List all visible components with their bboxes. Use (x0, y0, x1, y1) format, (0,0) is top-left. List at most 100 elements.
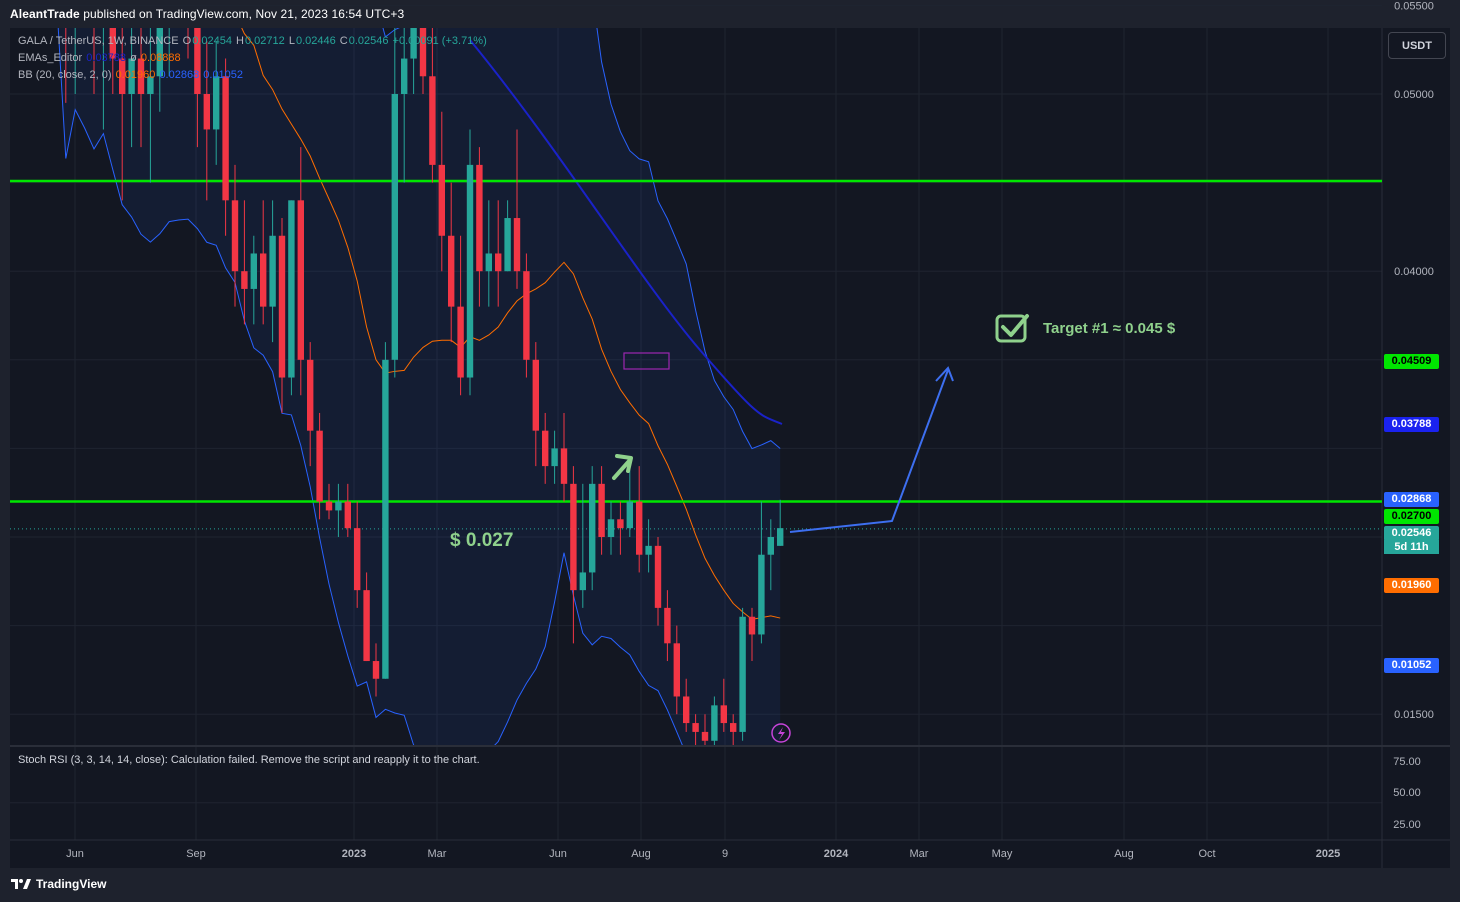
candle-body (325, 501, 333, 511)
candle-body (269, 235, 276, 307)
candle-body (664, 607, 671, 644)
stoch-tick-label: 75.00 (1393, 756, 1421, 768)
candle-body (636, 501, 643, 555)
candle-body (278, 235, 286, 378)
candle-body (288, 200, 295, 378)
candle-body (504, 218, 511, 272)
candle-body (777, 528, 784, 546)
stoch-tick-label: 25.00 (1393, 819, 1421, 831)
candle-body (344, 501, 351, 529)
stoch-rsi-error: Stoch RSI (3, 3, 14, 14, close): Calcula… (18, 754, 480, 766)
legend-bb-upper: 0.02868 (159, 69, 200, 81)
candle-body (203, 94, 210, 130)
candle-body (720, 705, 727, 724)
candle-body (570, 483, 577, 591)
x-tick-label: 9 (722, 848, 728, 860)
candle-body (354, 528, 361, 591)
bb-basis-line (241, 28, 781, 620)
candle-body (523, 271, 530, 360)
publish-info: AleantTrade published on TradingView.com… (10, 7, 404, 21)
footer (0, 868, 1460, 902)
candle-body (63, 0, 69, 23)
highlight-box (623, 352, 670, 370)
up-arrow-shaft (612, 458, 632, 480)
candle-body (748, 616, 756, 635)
bb-upper-line (382, 28, 781, 450)
legend-symbol[interactable]: GALA / TetherUS, 1W, BINANCE (18, 35, 179, 47)
candle-body (617, 519, 624, 529)
candle-body (128, 58, 135, 94)
price-tag-ema: 0.03788 (1384, 417, 1439, 432)
x-tick-label: Aug (1114, 848, 1134, 860)
price-tag-last: 0.02546 (1384, 526, 1439, 541)
legend-close: 0.02546 (348, 35, 389, 47)
x-tick-label: 2023 (342, 848, 366, 860)
x-tick-label: Mar (428, 848, 447, 860)
candle-body (457, 306, 464, 378)
up-arrow-head (615, 454, 633, 473)
legend-bb-row: BB (20, close, 2, 0) 0.01960 0.02868 0.0… (18, 69, 244, 81)
stoch-tick-label: 50.00 (1393, 787, 1421, 799)
event-icon (771, 723, 791, 743)
tradingview-logo[interactable]: TradingView (10, 877, 106, 891)
candle-body (673, 643, 680, 697)
legend-bb-name[interactable]: BB (20, close, 2, 0) (18, 69, 112, 81)
legend-ema-value1: 0.03788 (86, 52, 127, 64)
price-annotation[interactable]: $ 0.027 (450, 530, 514, 551)
candle-body (213, 76, 220, 130)
candle-body (589, 483, 596, 573)
candle-body (542, 430, 549, 467)
main-pane-plot (10, 0, 1382, 745)
legend-c-label: C (339, 35, 348, 47)
candle-body (72, 0, 78, 23)
candle-body (654, 545, 662, 608)
candle-body (495, 253, 502, 272)
legend-o-label: O (182, 35, 192, 47)
x-tick-label: Mar (910, 848, 929, 860)
legend-ema-name[interactable]: EMAs_Editor (18, 52, 83, 64)
candle-body (607, 519, 615, 537)
candle-body (513, 218, 521, 272)
candle-body (109, 28, 116, 59)
candle-body (701, 731, 709, 741)
candle-body (739, 616, 746, 732)
candle-body (532, 359, 539, 431)
candle-body (429, 76, 436, 165)
bar-countdown: 5d 11h (1384, 540, 1439, 554)
candle-body (194, 28, 201, 94)
target-annotation[interactable]: Target #1 ≈ 0.045 $ (1043, 320, 1176, 337)
candle-body (626, 501, 633, 529)
candle-body (401, 58, 408, 94)
candle-body (466, 164, 474, 378)
candle-body (579, 572, 586, 591)
y-tick-label: 0.05500 (1394, 0, 1434, 12)
candle-body (419, 28, 427, 77)
checkbox-icon (995, 314, 1027, 343)
legend-symbol-row: GALA / TetherUS, 1W, BINANCE O0.02454 H0… (18, 35, 488, 47)
candle-body (485, 253, 492, 272)
top-bar: AleantTrade published on TradingView.com… (0, 0, 1460, 28)
tradingview-brand: TradingView (36, 877, 107, 891)
candle-body (758, 554, 765, 635)
projection-arrowhead (935, 366, 954, 382)
x-tick-label: Oct (1198, 848, 1215, 860)
candle-body (730, 723, 737, 732)
publisher-name[interactable]: AleantTrade (10, 7, 80, 21)
candle-body (335, 501, 342, 511)
legend-ema-row: EMAs_Editor 0.03788 ø 0.08888 (18, 52, 182, 64)
currency-button[interactable]: USDT (1388, 32, 1446, 59)
candle-body (222, 76, 229, 201)
x-tick-label: Sep (186, 848, 206, 860)
y-tick-label: 0.04000 (1394, 266, 1434, 278)
candle-body (316, 430, 323, 502)
legend-ema-sep: ø (130, 52, 137, 64)
candle-body (683, 696, 690, 724)
candle-body (551, 448, 558, 467)
candle-body (363, 590, 370, 662)
price-tag-bb-lower: 0.01052 (1384, 658, 1439, 673)
candle-body (156, 28, 163, 77)
candle-body (560, 448, 568, 484)
candle-body (250, 253, 257, 289)
legend-high: 0.02712 (245, 35, 285, 47)
